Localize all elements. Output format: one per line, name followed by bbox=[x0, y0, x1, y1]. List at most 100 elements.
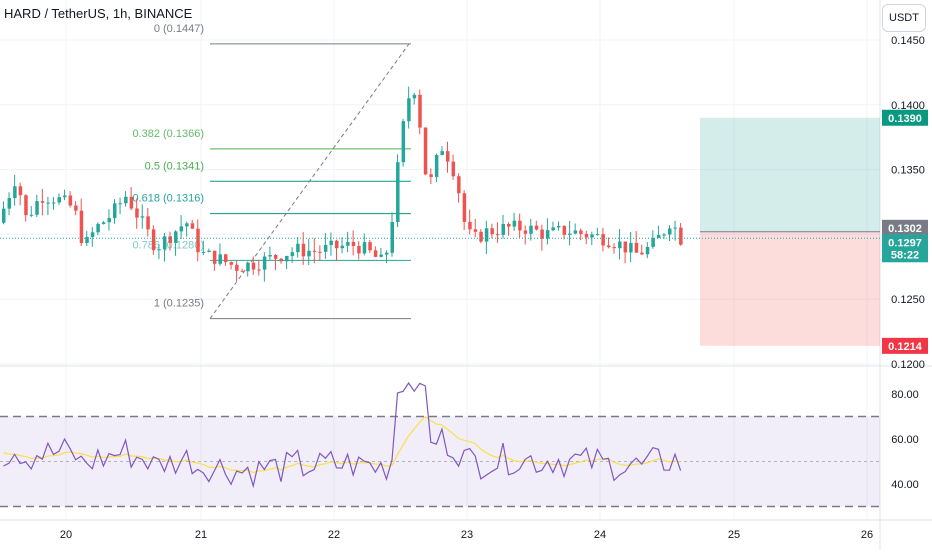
candle-body bbox=[63, 195, 67, 198]
fib-level-label: 0.5 (0.1341) bbox=[145, 160, 204, 172]
candle-body bbox=[35, 201, 39, 215]
candle-body bbox=[229, 262, 234, 265]
price-badge bbox=[882, 219, 928, 236]
candle-body bbox=[151, 229, 156, 251]
candle-body bbox=[479, 231, 483, 242]
candle-body bbox=[373, 250, 378, 257]
candle-body bbox=[412, 94, 417, 99]
candle-body bbox=[551, 227, 555, 231]
candle-body bbox=[651, 237, 655, 247]
candle-body bbox=[368, 242, 372, 251]
candle-body bbox=[540, 229, 544, 239]
candle-body bbox=[13, 186, 17, 199]
fib-trend-line bbox=[209, 43, 410, 319]
price-tick-label: 0.1200 bbox=[891, 359, 925, 371]
rsi-line bbox=[3, 381, 682, 489]
candle-body bbox=[429, 174, 433, 177]
candle-body bbox=[96, 223, 100, 233]
candle-body bbox=[296, 243, 300, 253]
candle-body bbox=[235, 264, 239, 271]
candle-body bbox=[285, 256, 289, 262]
candle-body bbox=[584, 233, 589, 238]
candle-body bbox=[468, 221, 472, 230]
candle-body bbox=[534, 225, 539, 230]
candle-body bbox=[240, 270, 245, 272]
candle-body bbox=[168, 236, 172, 243]
candle-body bbox=[446, 151, 450, 162]
time-tick-label: 22 bbox=[328, 529, 340, 541]
candle-body bbox=[129, 196, 134, 209]
candle-body bbox=[645, 246, 650, 255]
candle-body bbox=[668, 228, 672, 235]
currency-button[interactable]: USDT bbox=[882, 4, 926, 32]
candle-body bbox=[68, 195, 73, 206]
candle-body bbox=[512, 220, 517, 227]
candle-body bbox=[207, 250, 211, 252]
candle-body bbox=[418, 94, 422, 128]
candle-body bbox=[335, 240, 339, 249]
fib-level-label: 0 (0.1447) bbox=[154, 23, 204, 35]
candle-body bbox=[79, 210, 84, 244]
candle-body bbox=[201, 251, 206, 253]
candle-body bbox=[196, 228, 200, 253]
candle-body bbox=[501, 223, 505, 235]
price-badge-label: 0.1390 bbox=[888, 113, 922, 125]
candle-body bbox=[135, 208, 139, 218]
candle-body bbox=[545, 230, 550, 239]
price-tick-label: 0.1400 bbox=[891, 100, 925, 112]
rsi-tick-label: 60.00 bbox=[891, 434, 919, 446]
candle-body bbox=[279, 258, 283, 262]
candle-body bbox=[673, 227, 678, 229]
candle-body bbox=[90, 232, 95, 237]
candle-body bbox=[623, 241, 628, 253]
candle-body bbox=[2, 208, 6, 223]
candle-body bbox=[390, 221, 394, 253]
candle-body bbox=[290, 252, 295, 257]
candle-body bbox=[113, 203, 117, 219]
candle-body bbox=[162, 236, 167, 250]
candle-body bbox=[301, 243, 306, 257]
price-tick-label: 0.1450 bbox=[891, 35, 925, 47]
candle-body bbox=[362, 242, 367, 254]
candle-body bbox=[595, 234, 600, 236]
candle-body bbox=[124, 196, 128, 204]
fib-level-label: 1 (0.1235) bbox=[154, 298, 204, 310]
candle-body bbox=[490, 228, 494, 235]
position-target-zone bbox=[700, 117, 880, 232]
candle-body bbox=[379, 254, 383, 257]
candle-body bbox=[218, 254, 222, 264]
candle-body bbox=[46, 202, 50, 204]
candle-body bbox=[51, 202, 56, 204]
candle-body bbox=[273, 255, 278, 259]
candle-body bbox=[634, 242, 639, 253]
price-badge bbox=[882, 246, 928, 263]
candle-body bbox=[40, 201, 45, 203]
candle-body bbox=[640, 252, 644, 255]
price-tick-label: 0.1350 bbox=[891, 165, 925, 177]
candle-body bbox=[268, 255, 272, 257]
time-tick-label: 25 bbox=[728, 529, 740, 541]
candle-body bbox=[601, 234, 605, 246]
candle-body bbox=[262, 256, 267, 270]
position-stop-zone bbox=[700, 231, 880, 346]
candle-body bbox=[29, 214, 34, 216]
candle-body bbox=[107, 218, 111, 223]
time-tick-label: 23 bbox=[461, 529, 473, 541]
candle-body bbox=[185, 223, 189, 227]
candle-body bbox=[495, 234, 500, 236]
time-tick-label: 20 bbox=[60, 529, 72, 541]
fib-level-label: 0.382 (0.1366) bbox=[132, 128, 204, 140]
candle-body bbox=[662, 234, 666, 236]
candle-body bbox=[612, 247, 616, 249]
candle-body bbox=[562, 225, 567, 235]
candle-body bbox=[457, 176, 461, 194]
candle-body bbox=[507, 223, 511, 227]
candle-body bbox=[579, 230, 583, 234]
candle-body bbox=[18, 186, 23, 196]
candle-body bbox=[518, 220, 522, 231]
candle-body bbox=[407, 98, 411, 122]
candle-body bbox=[484, 228, 489, 242]
candle-body bbox=[462, 193, 467, 222]
candle-body bbox=[212, 250, 217, 264]
